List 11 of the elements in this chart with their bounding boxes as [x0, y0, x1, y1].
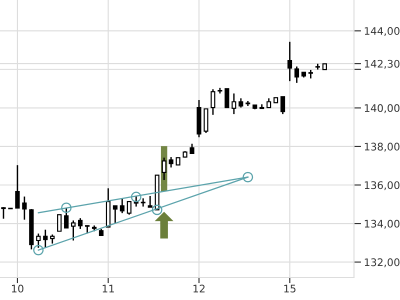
y-tick-label: 142,30	[364, 60, 400, 69]
x-tick-label: 12	[194, 284, 205, 292]
x-tick-label: 15	[284, 284, 296, 293]
x-tick-label: 10	[12, 284, 24, 293]
y-tick-label: 136,00	[364, 181, 400, 190]
x-tick-label: 11	[102, 284, 114, 292]
y-tick-label: 134,00	[364, 220, 400, 229]
y-tick-label: 144,00	[364, 27, 400, 36]
y-tick-label: 138,00	[364, 142, 400, 152]
y-tick-label: 132,00	[364, 258, 400, 268]
y-tick-label: 140,00	[364, 104, 400, 114]
